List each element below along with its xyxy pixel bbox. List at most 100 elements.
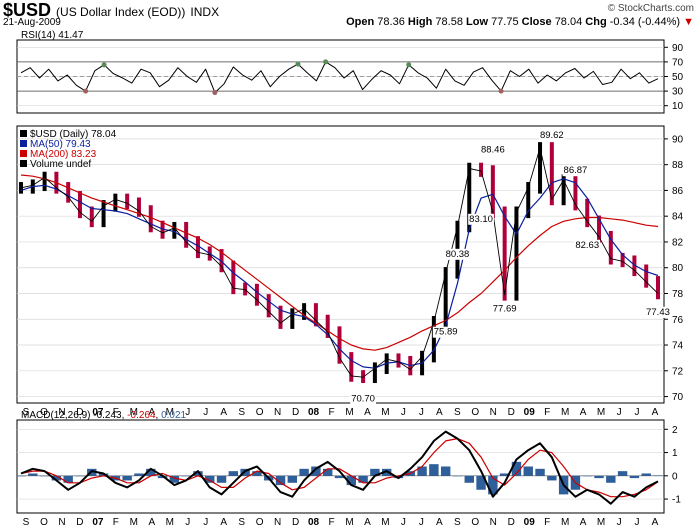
- price-tick-label: 90: [672, 134, 684, 145]
- macd-histogram-bar: [464, 475, 474, 483]
- price-month-label: S: [454, 407, 461, 418]
- macd-histogram-bar: [205, 475, 215, 483]
- ma50-line: [20, 178, 659, 369]
- macd-month-label: A: [436, 517, 443, 528]
- price-annotation-bg: [574, 239, 601, 251]
- rsi-oversold-marker: [212, 90, 218, 96]
- price-month-label: D: [292, 407, 299, 418]
- macd-month-label: J: [617, 517, 622, 528]
- price-month-label: S: [238, 407, 245, 418]
- macd-histogram-bar: [606, 475, 616, 483]
- macd-month-label: M: [561, 517, 569, 528]
- chg-label: Chg: [585, 16, 607, 28]
- macd-month-label: 07: [92, 517, 104, 528]
- price-month-label: D: [76, 407, 83, 418]
- legend-swatch: [20, 140, 27, 147]
- macd-month-label: J: [401, 517, 406, 528]
- macd-histogram-bar: [146, 468, 156, 476]
- macd-month-label: A: [652, 517, 659, 528]
- macd-tick-label: 2: [672, 425, 678, 436]
- macd-month-label: J: [203, 517, 208, 528]
- legend-swatch: [20, 130, 27, 137]
- low-value: 77.75: [491, 16, 519, 28]
- macd-month-label: J: [185, 517, 190, 528]
- rsi-oversold-marker: [498, 88, 504, 94]
- macd-histogram-bar: [499, 473, 510, 476]
- macd-histogram-bar: [216, 475, 227, 483]
- price-annotation-bg: [479, 144, 506, 156]
- macd-histogram-bar: [63, 475, 73, 483]
- macd-histogram-bar: [452, 475, 463, 477]
- price-month-label: S: [23, 407, 30, 418]
- price-line: [20, 147, 659, 378]
- macd-month-label: O: [471, 517, 479, 528]
- macd-histogram-bar: [641, 473, 651, 476]
- price-tick-label: 80: [672, 263, 684, 274]
- price-tick-label: 76: [672, 315, 684, 326]
- price-annotation: 86.87: [564, 165, 588, 176]
- macd-histogram-bar: [299, 468, 309, 476]
- macd-histogram-bar: [417, 466, 427, 476]
- exchange: INDX: [190, 5, 220, 19]
- macd-histogram-bar: [28, 473, 38, 476]
- macd-month-label: S: [238, 517, 245, 528]
- price-tick-label: 84: [672, 212, 684, 223]
- macd-histogram-bar: [535, 468, 545, 476]
- price-month-label: J: [203, 407, 208, 418]
- macd-histogram-bar: [629, 475, 640, 479]
- macd-histogram-bar: [346, 475, 357, 486]
- macd-histogram-bar: [594, 475, 604, 479]
- chart-date: 21-Aug-2009: [3, 17, 61, 28]
- price-annotation: 88.46: [481, 145, 505, 156]
- symbol-title: $USD (US Dollar Index (EOD)) INDX: [3, 0, 219, 21]
- price-tick-label: 86: [672, 186, 684, 197]
- price-annotation-bg: [468, 213, 494, 225]
- price-tick-label: 74: [672, 341, 684, 352]
- price-month-label: N: [490, 407, 497, 418]
- price-month-label: J: [617, 407, 622, 418]
- price-month-label: M: [561, 407, 569, 418]
- macd-month-label: M: [345, 517, 353, 528]
- rsi-overbought-marker: [406, 62, 412, 68]
- macd-histogram-bar: [523, 466, 533, 476]
- price-month-label: M: [166, 407, 174, 418]
- macd-histogram-bar: [252, 471, 262, 476]
- price-annotation: 82.63: [575, 240, 599, 251]
- macd-histogram-bar: [653, 475, 663, 476]
- rsi-oversold-marker: [83, 88, 89, 94]
- rsi-overbought-marker: [323, 59, 329, 65]
- price-annotation: 77.43: [646, 307, 670, 318]
- macd-month-label: M: [130, 517, 138, 528]
- macd-month-label: A: [148, 517, 155, 528]
- high-value: 78.58: [435, 16, 463, 28]
- price-annotation-bg: [491, 303, 518, 315]
- macd-month-label: J: [635, 517, 640, 528]
- price-month-label: A: [220, 407, 227, 418]
- macd-histogram-bar: [617, 471, 628, 476]
- macd-month-label: M: [381, 517, 389, 528]
- macd-month-label: O: [256, 517, 264, 528]
- price-annotation: 75.89: [434, 327, 458, 338]
- macd-month-label: N: [58, 517, 65, 528]
- rsi-overbought-marker: [295, 61, 301, 67]
- rsi-tick-label: 30: [672, 87, 684, 98]
- rsi-line: [20, 61, 659, 94]
- macd-histogram-bar: [287, 475, 298, 483]
- macd-histogram-bar: [440, 466, 451, 476]
- macd-histogram-bar: [134, 473, 144, 476]
- price-month-label: J: [635, 407, 640, 418]
- price-month-label: M: [381, 407, 389, 418]
- price-month-label: O: [256, 407, 264, 418]
- macd-month-label: M: [597, 517, 605, 528]
- price-month-label: O: [40, 407, 48, 418]
- price-month-label: A: [652, 407, 659, 418]
- macd-month-label: 08: [308, 517, 320, 528]
- macd-histogram-bar: [16, 475, 26, 477]
- ma200-line: [20, 174, 659, 351]
- rsi-tick-label: 70: [672, 57, 684, 68]
- macd-title-part: MACD(12,26,9) -0.243,: [21, 410, 127, 421]
- price-annotation: 77.69: [493, 303, 517, 314]
- macd-title: MACD(12,26,9) -0.243, -0.264, 0.021: [21, 410, 187, 421]
- close-label: Close: [521, 16, 552, 28]
- macd-title-part: 0.021: [161, 410, 186, 421]
